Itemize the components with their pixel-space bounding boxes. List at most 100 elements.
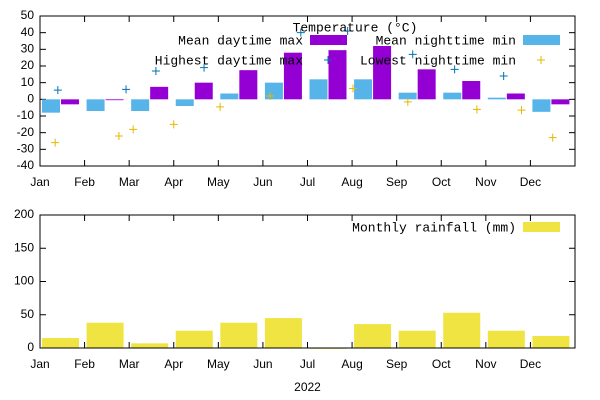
bar — [131, 99, 150, 111]
legend-marker — [537, 56, 545, 64]
bar — [131, 343, 169, 348]
y-tick-label: 10 — [21, 75, 35, 89]
x-tick-label: Apr — [164, 357, 183, 371]
point — [343, 27, 352, 35]
bar — [532, 99, 551, 112]
x-tick-label: Feb — [74, 175, 95, 189]
bar — [551, 99, 570, 105]
legend-label: Lowest nighttime min — [360, 53, 516, 68]
bar — [354, 79, 373, 100]
legend-marker — [324, 56, 332, 64]
bar — [398, 330, 436, 348]
bar — [194, 82, 213, 100]
bar — [42, 338, 79, 348]
point — [200, 63, 209, 72]
point — [517, 106, 526, 115]
x-tick-label: May — [207, 357, 230, 371]
plot-frame — [39, 15, 576, 167]
x-tick-label: Jun — [253, 175, 272, 189]
plot-frame — [39, 214, 576, 349]
y-tick-label: 40 — [21, 25, 35, 39]
x-tick-label: Jul — [300, 175, 315, 189]
y-tick-label: -40 — [17, 158, 35, 172]
x-tick-label: Sep — [386, 357, 408, 371]
x-tick-label: Mar — [119, 175, 140, 189]
bar — [309, 79, 328, 100]
y-tick-label: 0 — [27, 340, 34, 354]
y-tick-label: 50 — [21, 8, 35, 22]
point — [450, 65, 459, 74]
point — [151, 67, 160, 75]
point — [408, 50, 417, 59]
bar — [175, 330, 213, 348]
point — [216, 102, 225, 111]
y-tick-label: 30 — [21, 42, 35, 56]
point — [53, 86, 62, 95]
x-tick-label: Oct — [432, 175, 451, 189]
y-tick-label: -20 — [17, 125, 35, 139]
point — [122, 85, 131, 94]
point — [169, 120, 178, 129]
bar — [61, 99, 79, 105]
legend-label: Mean nighttime min — [376, 33, 516, 48]
y-tick-label: 0 — [27, 92, 34, 106]
point — [403, 97, 412, 106]
bar — [487, 97, 506, 100]
bar — [328, 50, 347, 100]
bar — [506, 93, 525, 100]
bar — [398, 92, 417, 100]
legend-swatch — [523, 222, 560, 232]
bar — [105, 99, 124, 101]
x-tick-label: May — [207, 175, 230, 189]
bar — [175, 99, 194, 106]
y-tick-label: 20 — [21, 58, 35, 72]
point — [348, 84, 357, 93]
legend-label: Mean daytime max — [178, 33, 303, 48]
bar — [532, 336, 570, 348]
y-tick-label: 100 — [14, 274, 34, 288]
bar — [487, 330, 525, 348]
x-tick-label: Dec — [520, 175, 541, 189]
y-tick-label: 150 — [14, 240, 34, 254]
x-tick-label: Oct — [432, 357, 451, 371]
y-tick-label: -10 — [17, 108, 35, 122]
legend-swatch — [310, 35, 347, 45]
bar — [443, 92, 462, 100]
x-tick-label: Jan — [30, 357, 49, 371]
x-tick-label: Dec — [520, 357, 541, 371]
bar — [283, 52, 302, 100]
bar — [150, 86, 169, 100]
x-tick-label: Mar — [119, 357, 140, 371]
legend-swatch — [523, 35, 560, 45]
bar — [86, 322, 124, 348]
y-tick-label: 50 — [21, 307, 35, 321]
x-tick-label: Feb — [74, 357, 95, 371]
point — [472, 105, 481, 114]
bar — [220, 93, 239, 100]
bar — [42, 99, 60, 113]
bar — [264, 318, 302, 348]
bar — [443, 312, 481, 348]
x-tick-label: Sep — [386, 175, 408, 189]
bar — [462, 81, 481, 100]
x-tick-label: Aug — [341, 175, 362, 189]
bar — [86, 99, 105, 111]
x-axis-label: 2022 — [294, 380, 321, 394]
bar — [239, 70, 258, 100]
x-tick-label: Nov — [475, 357, 496, 371]
bar — [354, 324, 392, 348]
point — [266, 92, 275, 100]
bar — [373, 46, 392, 100]
legend-label: Monthly rainfall (mm) — [352, 220, 516, 235]
x-tick-label: Apr — [164, 175, 183, 189]
bar — [220, 322, 258, 348]
y-tick-label: 200 — [14, 207, 34, 221]
point — [499, 72, 508, 80]
x-tick-label: Jul — [300, 357, 315, 371]
x-tick-label: Jun — [253, 357, 272, 371]
point — [129, 125, 138, 134]
x-tick-label: Jan — [30, 175, 49, 189]
x-tick-label: Nov — [475, 175, 496, 189]
x-tick-label: Aug — [341, 357, 362, 371]
